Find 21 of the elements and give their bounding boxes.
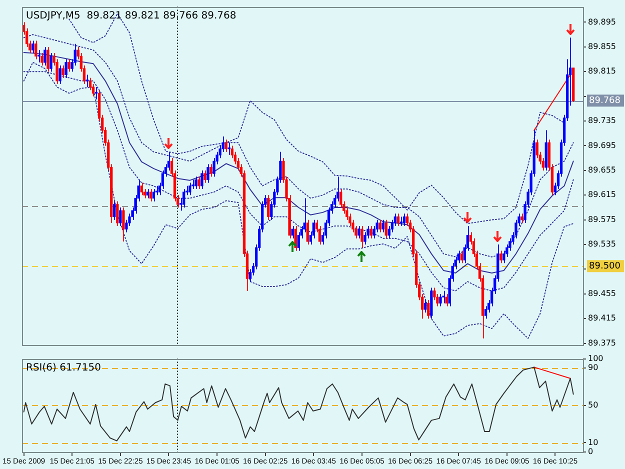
y-tick-label: 89.735	[588, 116, 616, 126]
y-tick-label: 0	[588, 447, 594, 456]
y-tick-label: 89.855	[588, 42, 616, 52]
y-tick-label: 10	[588, 438, 598, 447]
chart-title: USDJPY,M5 89.821 89.821 89.766 89.768	[26, 10, 236, 22]
y-tick-label: 89.535	[588, 240, 616, 249]
y-tick-label: 89.615	[588, 190, 616, 200]
y-tick-label: 90	[588, 363, 598, 372]
y-tick-label: 50	[588, 400, 598, 410]
y-tick-label: 89.575	[588, 214, 616, 224]
y-tick-label: 89.655	[588, 166, 616, 175]
chart-title: RSI(6) 61.7150	[26, 362, 101, 374]
y-tick-label: 89.415	[588, 314, 616, 323]
ref-line-label: 89.500	[589, 262, 621, 272]
y-tick-label: 89.455	[588, 289, 616, 298]
y-tick-label: 100	[588, 354, 604, 363]
ref-line-label: 89.768	[589, 96, 621, 106]
y-tick-label: 89.375	[588, 338, 616, 348]
y-tick-label: 89.695	[588, 140, 616, 150]
y-tick-label: 89.815	[588, 66, 616, 76]
y-tick-label: 89.895	[588, 17, 616, 26]
